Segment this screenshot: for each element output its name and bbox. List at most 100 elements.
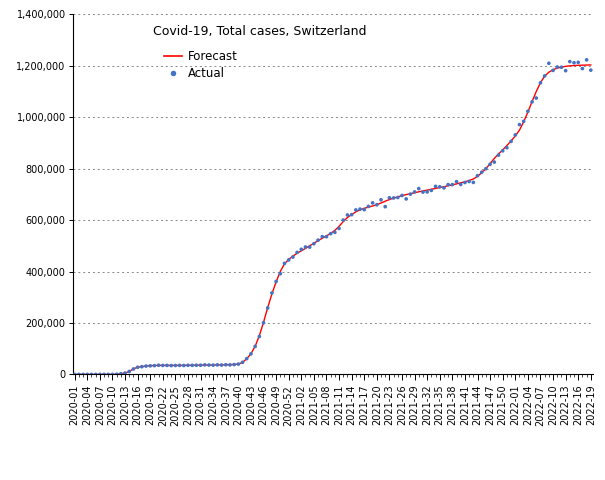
Point bbox=[309, 240, 319, 248]
Point bbox=[221, 361, 231, 369]
Point bbox=[427, 187, 436, 194]
Point bbox=[154, 361, 163, 369]
Point bbox=[464, 178, 474, 185]
Point bbox=[494, 151, 503, 159]
Point bbox=[485, 160, 495, 168]
Point bbox=[234, 360, 243, 368]
Point bbox=[242, 355, 252, 362]
Point bbox=[183, 361, 193, 369]
Point bbox=[259, 319, 269, 326]
Point bbox=[385, 194, 394, 202]
Point bbox=[179, 361, 189, 369]
Point bbox=[527, 98, 537, 106]
Point bbox=[318, 233, 327, 240]
Point bbox=[372, 201, 382, 209]
Point bbox=[506, 138, 516, 145]
Point bbox=[175, 361, 185, 369]
Point bbox=[418, 188, 428, 196]
Point bbox=[120, 369, 130, 377]
Point bbox=[196, 361, 206, 369]
Point bbox=[431, 182, 440, 190]
Point bbox=[502, 144, 512, 152]
Point bbox=[334, 225, 344, 232]
Point bbox=[313, 236, 323, 244]
Point bbox=[342, 211, 352, 219]
Point bbox=[132, 363, 143, 371]
Point bbox=[586, 66, 596, 74]
Point bbox=[582, 56, 592, 64]
Point bbox=[255, 333, 264, 340]
Point bbox=[557, 63, 566, 71]
Point bbox=[481, 165, 491, 172]
Point bbox=[322, 233, 332, 240]
Point bbox=[204, 361, 214, 369]
Point bbox=[468, 179, 478, 186]
Point bbox=[376, 196, 386, 204]
Point bbox=[208, 361, 218, 369]
Point bbox=[301, 243, 310, 251]
Point bbox=[578, 65, 587, 72]
Point bbox=[460, 179, 469, 186]
Point bbox=[511, 131, 520, 139]
Point bbox=[78, 371, 88, 378]
Point bbox=[435, 183, 445, 191]
Point bbox=[347, 211, 356, 218]
Point bbox=[519, 118, 529, 125]
Point bbox=[351, 206, 361, 214]
Point bbox=[103, 371, 113, 378]
Point bbox=[338, 216, 348, 224]
Point bbox=[95, 371, 105, 378]
Point bbox=[359, 206, 369, 214]
Point bbox=[565, 58, 575, 65]
Point bbox=[574, 59, 583, 66]
Point bbox=[112, 371, 122, 378]
Point bbox=[569, 59, 579, 67]
Point bbox=[125, 368, 134, 375]
Point bbox=[540, 72, 549, 80]
Point bbox=[422, 188, 432, 196]
Point bbox=[212, 361, 222, 369]
Point bbox=[515, 121, 525, 129]
Point bbox=[381, 203, 390, 211]
Point bbox=[489, 158, 499, 166]
Point bbox=[200, 361, 209, 369]
Point bbox=[548, 67, 558, 74]
Point bbox=[91, 371, 100, 378]
Point bbox=[473, 172, 482, 180]
Point bbox=[448, 181, 457, 189]
Point bbox=[74, 371, 83, 378]
Point bbox=[368, 199, 378, 207]
Point bbox=[263, 304, 272, 312]
Point bbox=[296, 245, 306, 253]
Point bbox=[355, 205, 365, 213]
Point bbox=[544, 60, 554, 67]
Point bbox=[330, 228, 339, 236]
Point bbox=[275, 270, 285, 277]
Point bbox=[443, 181, 453, 189]
Point bbox=[137, 363, 146, 371]
Point bbox=[305, 243, 315, 251]
Point bbox=[162, 361, 172, 369]
Point bbox=[284, 256, 293, 264]
Point bbox=[397, 192, 407, 199]
Point bbox=[414, 185, 424, 192]
Point bbox=[267, 289, 276, 297]
Point bbox=[456, 180, 466, 188]
Point bbox=[393, 193, 403, 201]
Point bbox=[116, 370, 126, 378]
Legend: Forecast, Actual: Forecast, Actual bbox=[159, 46, 242, 84]
Point bbox=[498, 147, 508, 155]
Point bbox=[271, 277, 281, 285]
Point bbox=[250, 343, 260, 350]
Point bbox=[149, 362, 159, 370]
Point bbox=[535, 79, 545, 87]
Point bbox=[145, 362, 155, 370]
Point bbox=[129, 365, 139, 373]
Point bbox=[238, 359, 247, 366]
Text: Covid-19, Total cases, Switzerland: Covid-19, Total cases, Switzerland bbox=[153, 25, 367, 38]
Point bbox=[171, 361, 180, 369]
Point bbox=[439, 184, 449, 192]
Point bbox=[166, 362, 176, 370]
Point bbox=[87, 371, 96, 378]
Point bbox=[225, 361, 235, 369]
